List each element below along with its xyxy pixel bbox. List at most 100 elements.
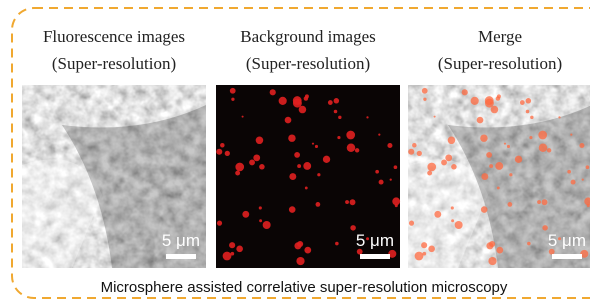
fluorescent-spot xyxy=(304,96,308,100)
fluorescent-spot xyxy=(285,117,292,124)
fluorescent-spot xyxy=(509,173,512,176)
fluorescent-spot xyxy=(235,171,240,176)
fluorescent-spot xyxy=(485,96,494,105)
scale-bar xyxy=(360,254,390,259)
fluorescent-spot xyxy=(445,154,452,161)
fluorescent-spot xyxy=(345,200,349,204)
fluorescent-spot xyxy=(529,136,532,139)
fluorescent-spot xyxy=(242,116,244,118)
fluorescent-spot xyxy=(542,199,548,205)
fluorescent-spot xyxy=(567,170,571,174)
scale-label: 5 μm xyxy=(162,231,200,250)
scale-label: 5 μm xyxy=(356,231,394,250)
fluorescent-spot xyxy=(408,149,414,155)
fluorescent-spot xyxy=(455,221,463,229)
fluorescent-spot xyxy=(486,242,493,249)
fluorescent-spot xyxy=(231,98,234,101)
fluorescent-spot xyxy=(496,247,503,254)
fluorescent-spot xyxy=(259,206,262,209)
fluorescent-spot xyxy=(279,97,287,105)
fluorescent-spot xyxy=(558,116,560,118)
fluorescent-spot xyxy=(570,134,572,136)
fluorescent-spot xyxy=(477,117,484,124)
panel-title: Merge xyxy=(478,27,522,46)
fluorescent-spot xyxy=(335,242,339,246)
fluorescent-spot xyxy=(526,110,530,114)
panel-subtitle: (Super-resolution) xyxy=(438,54,562,73)
fluorescent-spot xyxy=(507,145,510,148)
fluorescent-spot xyxy=(451,164,457,170)
fluorescent-spot xyxy=(504,143,506,145)
fluorescent-spot xyxy=(223,252,232,261)
fluorescent-spot xyxy=(375,170,379,174)
fluorescent-spot xyxy=(462,89,468,95)
panel-subtitle: (Super-resolution) xyxy=(52,54,176,73)
fluorescent-spot xyxy=(328,100,333,105)
fluorescent-spot xyxy=(579,143,584,148)
panel-title: Fluorescence images xyxy=(43,27,185,46)
fluorescent-spot xyxy=(312,143,314,145)
fluorescent-spot xyxy=(230,88,236,94)
scale-label: 5 μm xyxy=(548,231,586,250)
panel-title: Background images xyxy=(240,27,376,46)
fluorescent-spot xyxy=(304,247,311,254)
fluorescent-spot xyxy=(527,242,531,246)
fluorescent-spot xyxy=(496,96,500,100)
fluorescent-spot xyxy=(542,225,548,231)
fluorescent-spot xyxy=(378,134,380,136)
fluorescent-spot xyxy=(293,96,302,105)
fluorescent-spot xyxy=(495,162,503,170)
fluorescent-spot xyxy=(253,154,260,161)
fluorescent-spot xyxy=(350,199,356,205)
fluorescent-spot xyxy=(434,211,441,218)
fluorescent-spot xyxy=(297,164,301,168)
fluorescent-spot xyxy=(217,221,222,226)
fluorescent-spot xyxy=(242,211,249,218)
fluorescent-spot xyxy=(263,221,271,229)
fluorescent-spot xyxy=(427,163,436,172)
fluorescent-spot xyxy=(334,110,338,114)
scale-bar xyxy=(166,254,196,259)
fluorescent-spot xyxy=(427,171,432,176)
fluorescent-spot xyxy=(259,164,265,170)
fluorescent-spot xyxy=(481,173,488,180)
fluorescent-spot xyxy=(451,219,454,222)
fluorescent-spot xyxy=(355,148,359,152)
fluorescent-spot xyxy=(366,116,368,118)
fluorescent-spot xyxy=(379,180,384,185)
fluorescent-spot xyxy=(423,98,426,101)
fluorescent-spot xyxy=(296,257,304,265)
fluorescent-spot xyxy=(334,98,339,103)
fluorescent-spot xyxy=(259,219,262,222)
fluorescent-spot xyxy=(288,134,295,141)
caption: Microsphere assisted correlative super-r… xyxy=(101,279,508,296)
fluorescent-spot xyxy=(216,149,222,155)
fluorescent-spot xyxy=(395,204,398,207)
fluorescent-spot xyxy=(225,151,230,156)
fluorescent-spot xyxy=(434,116,436,118)
fluorescent-spot xyxy=(299,106,307,114)
fluorescent-spot xyxy=(421,242,427,248)
panels: Fluorescence images (Super-resolution) 5 μ… xyxy=(22,27,590,268)
fluorescent-spot xyxy=(415,252,424,261)
fluorescent-spot xyxy=(488,257,496,265)
fluorescent-spot xyxy=(515,156,522,163)
fluorescent-spot xyxy=(481,206,488,213)
fluorescent-spot xyxy=(289,173,296,180)
fluorescent-spot xyxy=(441,160,447,166)
fluorescent-spot xyxy=(350,225,356,231)
fluorescent-spot xyxy=(317,173,320,176)
fluorescent-spot xyxy=(390,178,392,180)
fluorescent-spot xyxy=(337,136,340,139)
fluorescent-spot xyxy=(387,143,392,148)
fluorescent-spot xyxy=(537,200,541,204)
fluorescent-spot xyxy=(346,131,355,140)
fluorescent-spot xyxy=(451,206,454,209)
fluorescent-spot xyxy=(538,131,547,140)
fluorescent-spot xyxy=(480,134,487,141)
fluorescent-spot xyxy=(270,89,276,95)
fluorescent-spot xyxy=(220,143,225,148)
fluorescent-spot xyxy=(294,152,300,158)
fluorescent-spot xyxy=(256,137,264,145)
fluorescent-spot xyxy=(586,165,590,169)
